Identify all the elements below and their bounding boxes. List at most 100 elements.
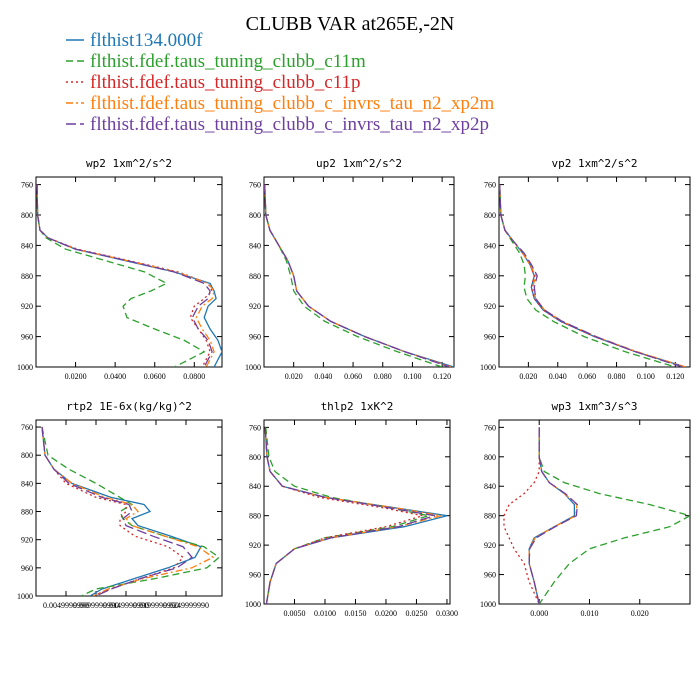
legend-entry: flthist.fdef.taus_tuning_clubb_c11m (90, 51, 366, 72)
y-tick-label: 960 (484, 571, 496, 580)
series-line (264, 184, 443, 367)
series-line (503, 427, 540, 604)
y-tick-label: 840 (249, 241, 261, 250)
y-tick-label: 1000 (245, 600, 261, 609)
series-line (36, 184, 206, 367)
series-line (264, 427, 423, 604)
legend-entry: flthist.fdef.taus_tuning_clubb_c_invrs_t… (90, 93, 494, 114)
x-tick-label: 0.120 (433, 372, 451, 381)
series-line (499, 184, 683, 367)
x-tick-label: 0.0199999990 (133, 601, 179, 610)
y-tick-label: 880 (249, 512, 261, 521)
plot-frame (263, 419, 451, 605)
plot-frame (498, 176, 691, 368)
chart-panel: wp2 1xm^2/s^2 760 800 840 880 920 960 1000 0.020… (17, 157, 223, 381)
y-tick-label: 880 (249, 272, 261, 281)
series-line (528, 427, 576, 604)
y-tick-label: 800 (21, 451, 33, 460)
x-tick-label: 0.0300 (436, 609, 458, 618)
series-line (499, 184, 676, 367)
y-tick-label: 840 (484, 241, 496, 250)
y-tick-label: 920 (484, 302, 496, 311)
y-tick-label: 800 (484, 211, 496, 220)
y-tick-label: 960 (21, 564, 33, 573)
y-tick-label: 880 (484, 512, 496, 521)
y-tick-label: 960 (249, 571, 261, 580)
plot-frame (35, 419, 223, 597)
x-tick-label: 0.100 (403, 372, 421, 381)
x-tick-label: 0.0200 (375, 609, 397, 618)
x-tick-label: 0.000 (530, 609, 548, 618)
y-tick-label: 880 (21, 508, 33, 517)
x-tick-label: 0.040 (314, 372, 332, 381)
series-line (41, 426, 193, 596)
x-tick-label: 0.010 (580, 609, 598, 618)
chart-panel: rtp2 1E-6x(kg/kg)^2 760 800 840 880 920 960 100… (17, 400, 223, 610)
x-tick-label: 0.0099999990 (73, 601, 119, 610)
y-tick-label: 840 (249, 482, 261, 491)
x-tick-label: 0.120 (666, 372, 684, 381)
x-tick-label: 0.0600 (144, 372, 166, 381)
y-tick-label: 920 (21, 536, 33, 545)
y-tick-label: 760 (484, 423, 496, 432)
panel-title: wp2 1xm^2/s^2 (86, 157, 172, 170)
y-tick-label: 920 (249, 302, 261, 311)
x-tick-label: 0.100 (637, 372, 655, 381)
x-tick-label: 0.060 (578, 372, 596, 381)
series-line (264, 427, 448, 604)
panels: wp2 1xm^2/s^2 760 800 840 880 920 960 1000 0.020… (17, 157, 691, 618)
x-tick-label: 0.0250 (405, 609, 427, 618)
y-tick-label: 960 (484, 333, 496, 342)
panel-title: vp2 1xm^2/s^2 (551, 157, 637, 170)
panel-title: thlp2 1xK^2 (321, 400, 394, 413)
figure-title: CLUBB VAR at265E,-2N (246, 13, 455, 35)
chart-panel: vp2 1xm^2/s^2 760 800 840 880 920 960 1000 0.020… (480, 157, 691, 381)
series-line (264, 427, 435, 604)
x-tick-label: 0.020 (519, 372, 537, 381)
plot-frame (498, 419, 691, 605)
panel-title: rtp2 1E-6x(kg/kg)^2 (66, 400, 192, 413)
series-line (528, 427, 579, 604)
series-line (36, 184, 213, 367)
plot-frame (263, 176, 455, 368)
series-line (265, 427, 429, 604)
series-line (41, 426, 221, 596)
y-tick-label: 1000 (245, 363, 261, 372)
x-tick-label: 0.0100 (314, 609, 336, 618)
series-line (36, 184, 215, 367)
y-tick-label: 960 (21, 333, 33, 342)
series-line (264, 184, 454, 367)
series-line (264, 427, 442, 604)
legend-entry: flthist.fdef.taus_tuning_clubb_c11p (90, 72, 361, 93)
y-tick-label: 1000 (17, 363, 33, 372)
y-tick-label: 880 (484, 272, 496, 281)
y-tick-label: 840 (21, 241, 33, 250)
chart-panel: thlp2 1xK^2 760 800 840 880 920 960 1000 0.0050 0… (245, 400, 458, 618)
series-line (528, 427, 578, 604)
legend-entry: flthist.fdef.taus_tuning_clubb_c_invrs_t… (90, 114, 489, 135)
y-tick-label: 1000 (17, 592, 33, 601)
x-tick-label: 0.0400 (104, 372, 126, 381)
y-tick-label: 800 (484, 453, 496, 462)
x-tick-label: 0.0249999990 (163, 601, 209, 610)
y-tick-label: 760 (249, 423, 261, 432)
legend: flthist134.000fflthist.fdef.taus_tuning_… (66, 30, 494, 135)
series-line (264, 184, 453, 367)
y-tick-label: 920 (21, 302, 33, 311)
y-tick-label: 840 (484, 482, 496, 491)
x-tick-label: 0.0049999990 (43, 601, 89, 610)
x-tick-label: 0.0150 (344, 609, 366, 618)
y-tick-label: 760 (21, 181, 33, 190)
y-tick-label: 1000 (480, 600, 496, 609)
x-tick-label: 0.080 (608, 372, 626, 381)
series-line (41, 426, 184, 596)
y-tick-label: 1000 (480, 363, 496, 372)
y-tick-label: 920 (249, 541, 261, 550)
x-tick-label: 0.020 (631, 609, 649, 618)
chart-panel: up2 1xm^2/s^2 760 800 840 880 920 960 1000 0.020… (245, 157, 455, 381)
series-line (538, 427, 690, 604)
series-line (264, 184, 452, 367)
x-tick-label: 0.080 (374, 372, 392, 381)
y-tick-label: 800 (21, 211, 33, 220)
